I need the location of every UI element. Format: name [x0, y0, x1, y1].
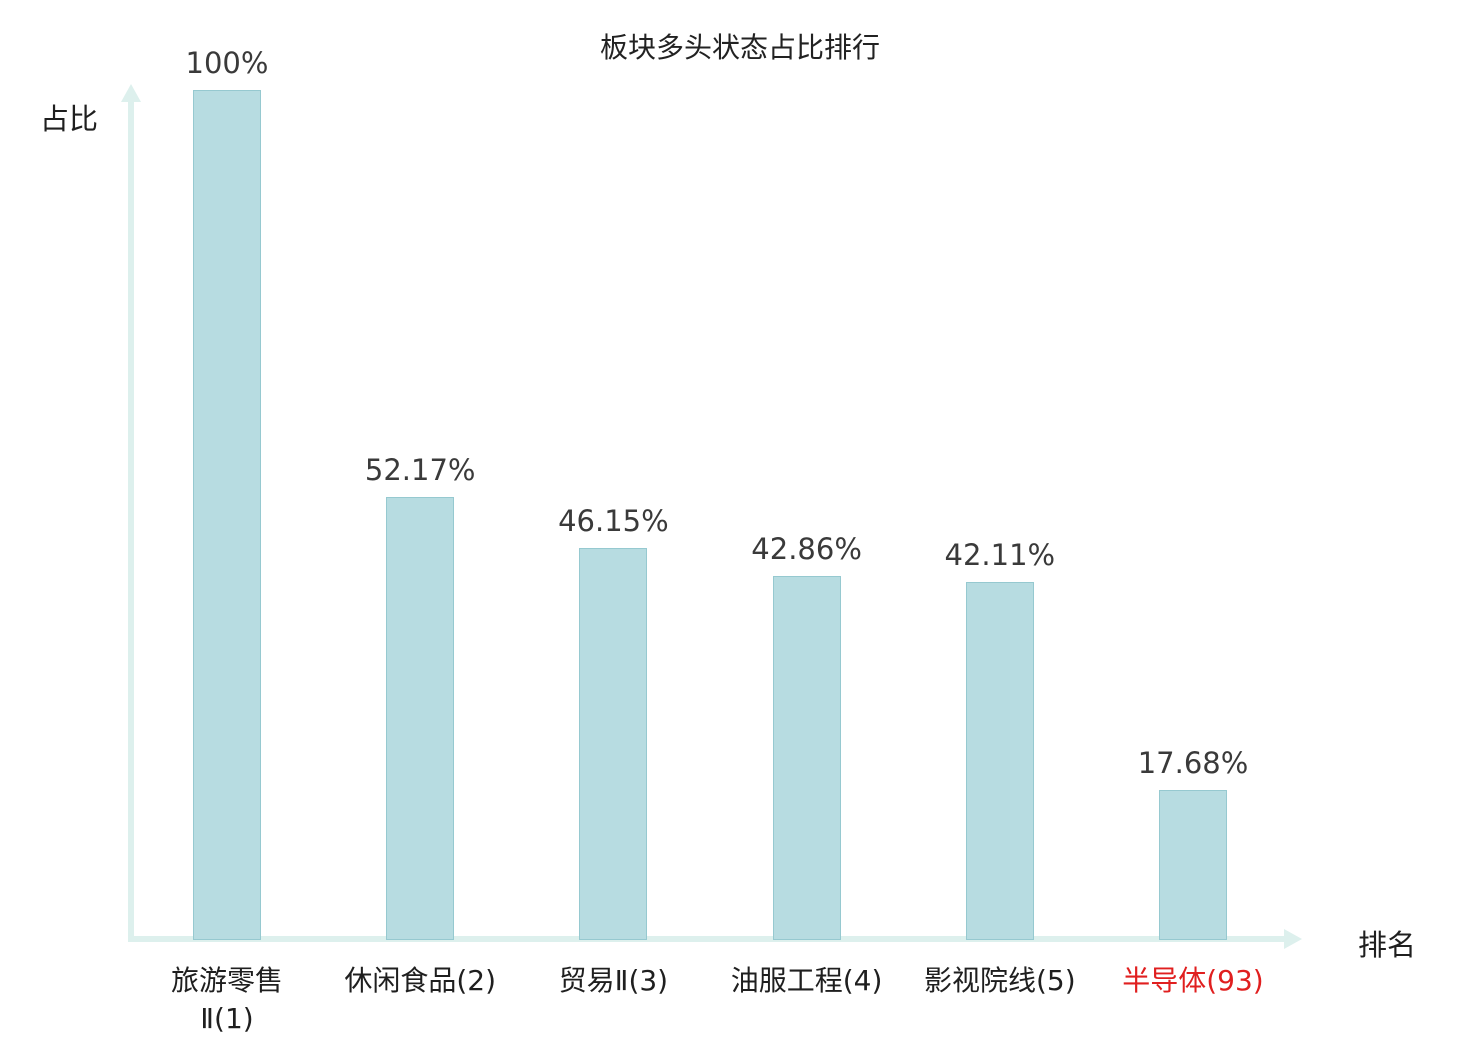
bar-value-label: 17.68% [1137, 746, 1249, 780]
bar-category-label: 半导体(93) [1122, 964, 1264, 997]
bar [772, 576, 841, 940]
bar-category-label: 油服工程(4) [730, 964, 883, 997]
y-axis-label: 占比 [40, 102, 99, 136]
bar-category-label: 影视院线(5) [923, 964, 1076, 997]
bar [579, 548, 648, 940]
x-axis-label: 排名 [1358, 928, 1417, 962]
y-axis-arrow-icon [121, 84, 141, 102]
bar [965, 582, 1034, 940]
bar-value-label: 42.11% [944, 538, 1056, 572]
bar-value-label: 46.15% [558, 504, 669, 538]
bar [386, 497, 455, 940]
bar-category-label: 旅游零售 Ⅱ(1) [170, 964, 283, 1035]
bar [1159, 790, 1227, 940]
bar-value-label: 42.86% [751, 532, 862, 566]
bar-category-label: 休闲食品(2) [344, 964, 497, 997]
bar-value-label: 100% [185, 46, 269, 80]
y-axis-line [128, 100, 134, 940]
x-axis-arrow-icon [1284, 929, 1302, 949]
bar-category-label: 贸易Ⅱ(3) [558, 964, 669, 997]
bar-value-label: 52.17% [364, 453, 476, 487]
bar [193, 90, 261, 940]
x-axis-line [128, 936, 1286, 942]
chart-title: 板块多头状态占比排行 [599, 31, 880, 64]
